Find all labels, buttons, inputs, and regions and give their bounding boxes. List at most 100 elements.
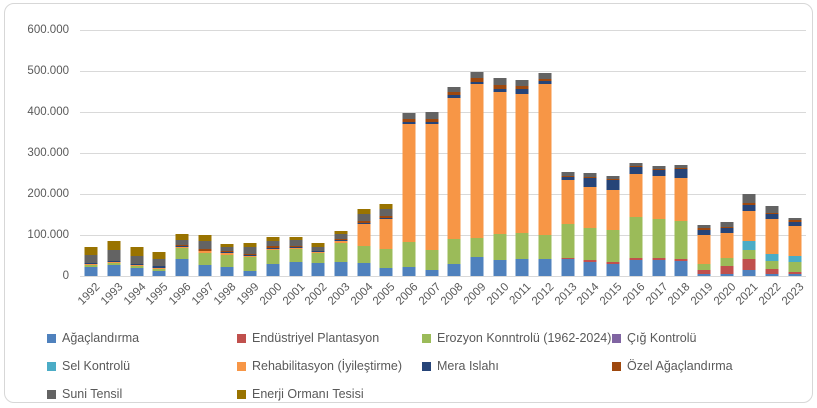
- bar-segment: [357, 246, 371, 263]
- stacked-bar-2005: [379, 203, 393, 276]
- bar-segment: [175, 246, 189, 247]
- bar-segment: [425, 250, 439, 270]
- bar-segment: [266, 248, 280, 251]
- bar-slot-1993: [103, 30, 126, 276]
- gridline: [80, 153, 806, 154]
- bar-segment: [606, 264, 620, 276]
- bar-segment: [425, 118, 439, 122]
- bar-segment: [107, 262, 121, 265]
- bar-segment: [220, 244, 234, 248]
- y-axis-tick-label: 0: [62, 270, 69, 282]
- bar-segment: [470, 237, 484, 258]
- bar-segment: [175, 259, 189, 276]
- bar-segment: [379, 248, 393, 268]
- bar-segment: [720, 233, 734, 258]
- bar-slot-2021: [738, 30, 761, 276]
- bar-segment: [515, 89, 529, 94]
- bar-segment: [561, 223, 575, 258]
- bar-segment: [84, 266, 98, 276]
- bar-segment: [130, 267, 144, 276]
- bar-segment: [243, 247, 257, 254]
- x-axis-tick-label: 2006: [393, 281, 421, 308]
- legend-swatch-icon: [612, 333, 621, 343]
- bar-segment: [243, 254, 257, 256]
- bar-segment: [697, 234, 711, 264]
- bar-segment: [289, 247, 303, 249]
- stacked-bar-2010: [493, 78, 507, 276]
- bar-segment: [289, 248, 303, 250]
- bar-segment: [697, 269, 711, 274]
- bar-segment: [152, 266, 166, 269]
- bar-segment: [674, 259, 688, 262]
- bar-segment: [720, 257, 734, 266]
- bar-segment: [493, 88, 507, 92]
- legend-label: Sel Kontrolü: [62, 359, 131, 373]
- bar-segment: [652, 257, 666, 260]
- bar-segment: [742, 202, 756, 205]
- stacked-bar-2016: [629, 162, 643, 276]
- bar-segment: [697, 273, 711, 276]
- x-axis-tick-label: 2009: [461, 281, 489, 308]
- bar-segment: [742, 194, 756, 203]
- bar-segment: [742, 204, 756, 212]
- stacked-bar-2014: [583, 173, 597, 276]
- stacked-bar-2011: [515, 80, 529, 276]
- gridline: [80, 112, 806, 113]
- bar-segment: [788, 273, 802, 276]
- legend-label: Erozyon Konntrolü (1962-2024): [437, 331, 612, 345]
- bar-slot-1992: [80, 30, 103, 276]
- bar-segment: [152, 269, 166, 272]
- bar-segment: [357, 214, 371, 222]
- x-axis-labels: 1992 1993 1994 1995 1996 1997 1998 1999 2000 2001…: [76, 281, 806, 311]
- bar-segment: [493, 91, 507, 235]
- bar-segment: [357, 221, 371, 223]
- bar-segment: [198, 253, 212, 265]
- bar-segment: [652, 166, 666, 170]
- bar-segment: [765, 214, 779, 220]
- bar-segment: [152, 259, 166, 267]
- bar-segment: [152, 252, 166, 260]
- x-axis-tick-label: 2010: [484, 281, 512, 308]
- x-axis-tick-label: 1998: [212, 281, 239, 308]
- bar-segment: [107, 241, 121, 251]
- bar-segment: [742, 240, 756, 251]
- bar-segment: [175, 239, 189, 246]
- stacked-bar-2007: [425, 112, 439, 276]
- bar-slot-2000: [262, 30, 285, 276]
- bar-slot-2002: [307, 30, 330, 276]
- bar-segment: [152, 268, 166, 270]
- bar-segment: [402, 266, 416, 276]
- bar-segment: [334, 240, 348, 242]
- bar-segment: [311, 251, 325, 253]
- bar-segment: [402, 112, 416, 119]
- bar-segment: [198, 241, 212, 249]
- bar-segment: [334, 234, 348, 239]
- bar-segment: [425, 123, 439, 251]
- x-axis-tick-label: 1994: [121, 281, 149, 308]
- x-axis-tick-label: 1996: [166, 281, 194, 308]
- x-axis-tick-label: 2011: [507, 281, 534, 307]
- stacked-bar-2003: [334, 230, 348, 276]
- bar-segment: [606, 230, 620, 263]
- bar-slot-1998: [216, 30, 239, 276]
- x-axis-tick-label: 1997: [189, 281, 217, 308]
- bar-segment: [583, 260, 597, 263]
- x-axis-tick-label: 2017: [643, 281, 671, 308]
- stacked-bar-2012: [538, 72, 552, 276]
- x-axis-tick-label: 1999: [235, 281, 262, 308]
- bar-segment: [311, 262, 325, 276]
- bar-segment: [652, 175, 666, 219]
- gridline: [80, 71, 806, 72]
- bar-segment: [674, 177, 688, 221]
- bar-segment: [583, 178, 597, 188]
- bar-segment: [84, 247, 98, 256]
- stacked-bar-2001: [289, 237, 303, 276]
- bar-segment: [402, 118, 416, 122]
- bar-segment: [379, 219, 393, 249]
- bar-segment: [107, 250, 121, 262]
- x-axis-tick-label: 2016: [620, 281, 648, 308]
- bar-segment: [289, 249, 303, 263]
- bar-segment: [652, 259, 666, 276]
- bar-segment: [447, 239, 461, 264]
- bar-segment: [84, 264, 98, 265]
